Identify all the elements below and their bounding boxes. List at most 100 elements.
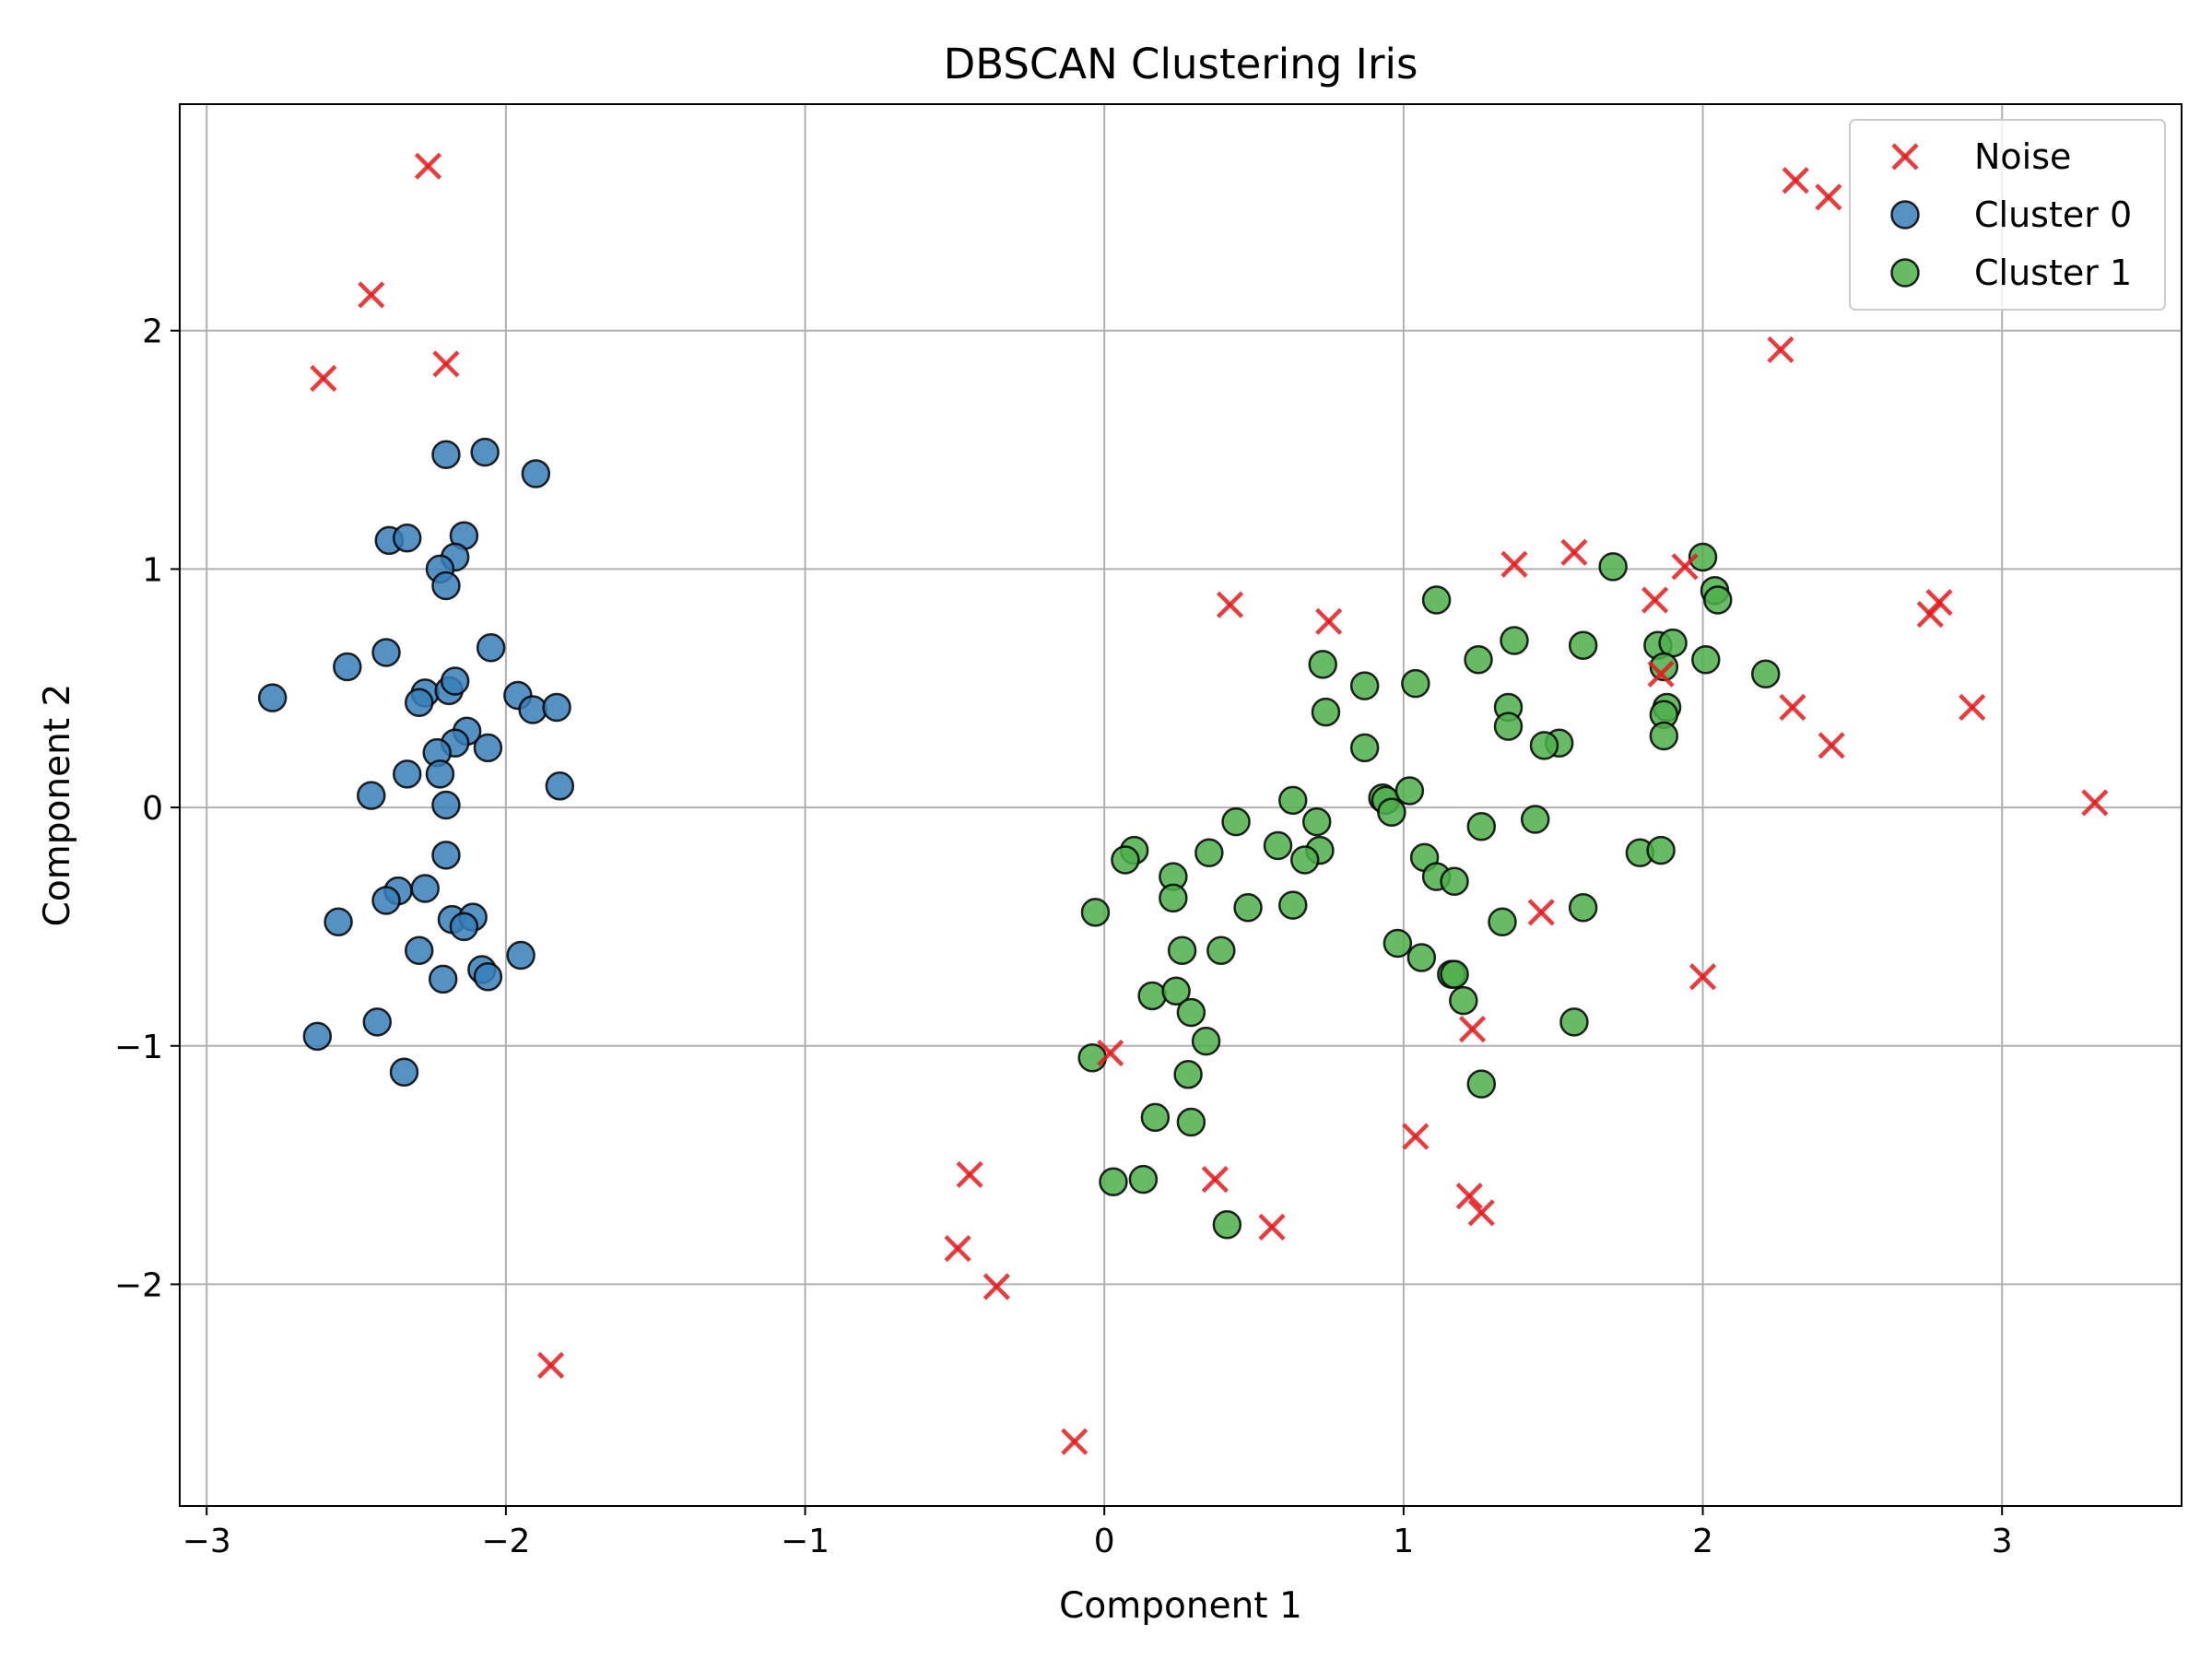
x-tick-label: −3 (182, 1523, 231, 1560)
noise-point (536, 1351, 565, 1379)
cluster-point (1394, 776, 1425, 806)
noise-point (1815, 183, 1842, 211)
cluster-point (1520, 805, 1550, 834)
x-tick-label: 3 (1992, 1523, 2013, 1560)
noise-point (1818, 732, 1845, 759)
cluster-point (362, 1007, 393, 1037)
cluster-point (518, 695, 547, 724)
cluster-point (1221, 806, 1251, 837)
noise-point (1647, 660, 1675, 688)
y-tick-label: −1 (114, 1029, 163, 1066)
cluster-point (371, 638, 401, 667)
cluster-point (1377, 797, 1406, 828)
noise-point (944, 1235, 971, 1263)
cluster-point (324, 907, 353, 936)
chart-title: DBSCAN Clustering Iris (944, 40, 1418, 88)
cluster-point (431, 571, 461, 601)
x-tick-label: 1 (1393, 1523, 1414, 1560)
cluster-point (1440, 959, 1469, 989)
grid (180, 104, 2182, 1506)
cluster-point (1750, 659, 1781, 688)
cluster-point (1289, 845, 1320, 875)
noise-point (1467, 1199, 1495, 1227)
noise-point (1779, 693, 1806, 722)
cluster-point (1277, 785, 1308, 816)
noise-point (1767, 335, 1794, 364)
noise-point (1097, 1039, 1124, 1067)
cluster-point (431, 790, 461, 820)
cluster-point (1128, 1164, 1159, 1194)
cluster-point (333, 652, 362, 682)
cluster-point (1349, 733, 1380, 763)
cluster-point (1161, 976, 1191, 1006)
cluster-point (1421, 585, 1452, 615)
cluster-point (1649, 652, 1679, 682)
cluster-point (1311, 697, 1341, 727)
cluster-point (371, 886, 401, 915)
y-tick-label: 0 (142, 790, 163, 828)
cluster-point (357, 781, 386, 810)
cluster-point (1111, 845, 1140, 875)
noise-point (1527, 899, 1555, 926)
cluster-point (389, 1057, 419, 1087)
legend-marker (1890, 258, 1920, 288)
cluster-point (542, 692, 571, 723)
cluster-point (257, 683, 288, 712)
x-axis-label: Component 1 (1059, 1585, 1302, 1627)
cluster-point (1382, 928, 1413, 959)
cluster-point (1440, 866, 1469, 897)
legend: Noise Cluster 0 Cluster 1 (1849, 119, 2166, 311)
cluster-point (431, 841, 461, 870)
cluster-point (1191, 1026, 1221, 1056)
cluster-point (1464, 644, 1493, 675)
cluster-point (1212, 1210, 1242, 1240)
cluster-point (449, 912, 479, 942)
noise-point (1315, 607, 1343, 635)
cluster-point (410, 874, 440, 903)
cluster-point (470, 437, 500, 467)
noise-point (414, 152, 442, 180)
cluster-point (1406, 943, 1437, 972)
x-tick-label: −1 (781, 1523, 830, 1560)
noise-point (1641, 586, 1669, 614)
legend-marker (1891, 143, 1919, 171)
cluster-point (431, 440, 461, 469)
legend-label: Cluster 0 (1974, 194, 2132, 235)
cluster-point (1466, 812, 1497, 841)
cluster-point (1449, 985, 1478, 1016)
cluster-point (392, 759, 422, 789)
cluster-point (473, 733, 503, 763)
cluster-point (1173, 1060, 1203, 1089)
cluster-point (302, 1021, 333, 1052)
cluster-point (1466, 1069, 1497, 1099)
noise-point (1671, 553, 1699, 581)
noise-point (1782, 167, 1809, 194)
cluster-point (1703, 585, 1733, 615)
noise-point (1925, 589, 1953, 617)
cluster-point (1568, 892, 1598, 923)
cluster-point (1206, 935, 1236, 966)
cluster-point (404, 688, 434, 718)
legend-box (1849, 119, 2166, 311)
cluster-point (1349, 671, 1380, 700)
cluster-point (473, 961, 503, 992)
cluster-point (1568, 630, 1598, 660)
cluster-point (1646, 835, 1676, 865)
plot-frame (179, 103, 2183, 1507)
noise-point (1500, 550, 1528, 578)
cluster-point (1401, 668, 1430, 699)
cluster-point (1099, 1167, 1128, 1196)
cluster-point (1167, 935, 1197, 966)
cluster-point (1529, 731, 1559, 760)
cluster-point (1301, 806, 1332, 837)
axis-ticks: −3 −2 −1 0 1 2 3 −2 −1 0 1 2 (114, 313, 2013, 1560)
cluster-point (1649, 721, 1679, 751)
noise-point (1216, 591, 1244, 618)
cluster-point (392, 524, 422, 553)
noise-point (1959, 693, 1986, 722)
noise-point (432, 350, 460, 378)
cluster-point (1194, 838, 1224, 867)
cluster-point (404, 935, 434, 966)
cluster-point (1080, 898, 1111, 927)
